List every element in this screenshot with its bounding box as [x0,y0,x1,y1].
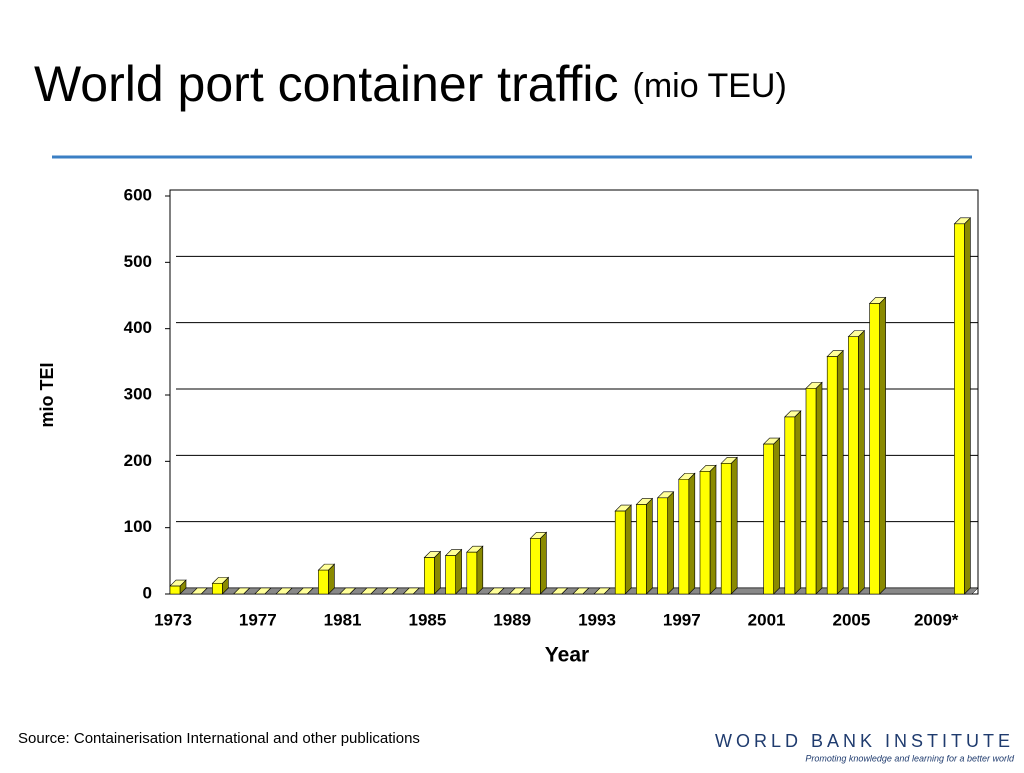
x-axis-label: Year [545,644,589,667]
bar [317,563,336,595]
bar-side [773,437,780,595]
bar [211,576,230,595]
x-tick-label: 1981 [324,610,362,629]
bar [423,550,442,595]
bar-side [858,329,865,595]
bar [953,217,972,595]
bar-front [699,470,711,595]
bar-side [667,491,674,595]
y-tick-label: 300 [124,384,152,403]
bar [678,472,696,595]
x-tick-label: 1977 [239,610,277,629]
bar-side [709,464,717,595]
x-tick-label: 2005 [832,610,870,629]
y-tick-label: 500 [124,252,152,271]
bar-front [720,463,732,595]
bar [529,531,548,595]
bar [868,296,887,595]
bar-side [815,381,823,595]
bar-side [455,548,462,595]
bar [254,587,272,595]
y-tick-label: 0 [143,583,152,602]
bar-front [212,583,223,595]
bar [169,579,187,595]
bar [466,545,484,595]
bar [275,587,293,595]
x-tick-label: 1989 [493,610,531,629]
bar-side [688,472,696,595]
bar [593,587,611,595]
bar [614,504,632,595]
bar-side [476,545,484,595]
bar [784,410,802,595]
x-tick-label: 1985 [408,610,446,629]
source-note: Source: Containerisation International a… [18,730,420,747]
bar-side [836,349,844,595]
bar-front [954,223,965,595]
x-tick-label: 1973 [154,610,192,629]
bar-front [678,478,690,595]
bar-side [730,456,738,595]
bar [402,587,420,595]
bar-front [763,443,774,595]
x-tick-label: 1997 [663,610,701,629]
bar [444,548,463,595]
bar-front [466,551,478,595]
title-main: World port container traffic [34,56,619,112]
bar-front [657,497,668,595]
bar-front [784,416,796,595]
title-unit: (mio TEU) [633,67,787,105]
bar-front [530,537,541,595]
bar-front [848,336,859,595]
bar [190,587,208,595]
bar-front [869,303,880,595]
bar [296,587,314,595]
bar [635,497,654,595]
bar-front [318,569,329,595]
y-tick-label: 400 [124,318,152,337]
bar [699,464,717,595]
chart-title: World port container traffic (mio TEU) [34,56,787,112]
x-tick-label: 1993 [578,610,616,629]
bar [508,587,526,595]
y-tick-label: 100 [124,517,152,536]
bar-side [646,497,653,595]
bar-side [794,410,802,595]
bar-side [624,504,632,595]
y-tick-label: 600 [124,185,152,204]
bar-front [826,356,838,595]
bar-side [434,550,441,595]
bar-front [424,557,435,595]
bar-front [805,388,817,595]
bar [572,587,590,595]
y-tick-label: 200 [124,451,152,470]
bar [360,587,378,595]
bar-front [614,510,626,595]
bar-side [964,217,971,595]
bar [381,587,399,595]
bar [762,437,781,595]
tagline: Promoting knowledge and learning for a b… [805,753,1015,763]
bar [847,329,866,595]
bar [720,456,738,595]
bar [487,587,505,595]
x-tick-label: 2009* [914,610,959,629]
bar [656,491,675,595]
y-axis-label: mio TEI [37,362,57,427]
bar [550,587,569,595]
bar [826,349,844,595]
bar [805,381,823,595]
bar-side [879,296,886,595]
bar [338,587,357,595]
x-tick-label: 2001 [748,610,786,629]
bar [232,587,251,595]
bar-front [445,555,456,595]
bar-front [636,504,647,595]
bar-front [169,585,181,595]
logo: WORLD BANK INSTITUTE [715,731,1014,751]
bar-side [540,531,547,595]
